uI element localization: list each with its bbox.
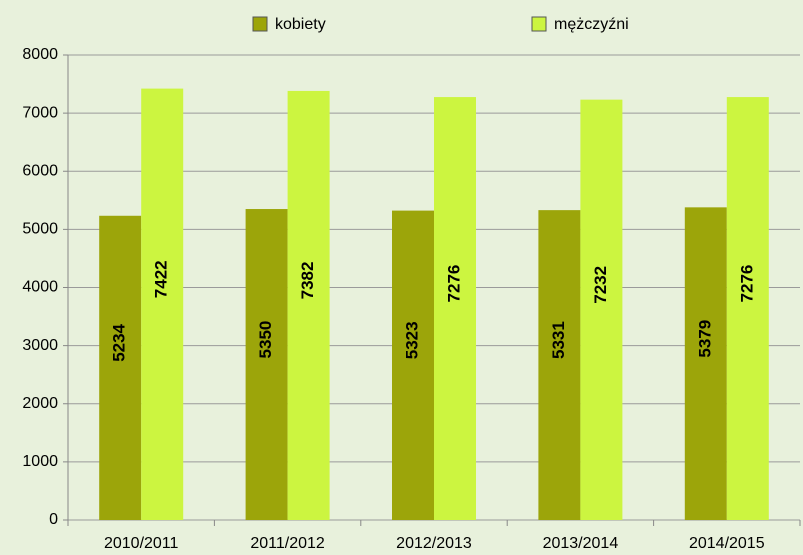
value-label: 7382: [298, 262, 317, 300]
x-tick-label: 2011/2012: [250, 535, 325, 552]
value-label: 5323: [402, 321, 421, 359]
value-label: 5350: [256, 321, 275, 359]
value-label: 7276: [737, 265, 756, 303]
x-tick-label: 2012/2013: [396, 535, 472, 552]
bar: [538, 210, 581, 520]
bar: [245, 209, 288, 520]
legend-swatch: [252, 16, 268, 32]
y-tick-label: 7000: [22, 104, 58, 121]
bar: [580, 99, 623, 520]
legend-label: kobiety: [275, 16, 326, 33]
bar: [726, 97, 769, 521]
bar: [287, 90, 330, 520]
x-tick-label: 2013/2014: [543, 535, 619, 552]
value-label: 5234: [110, 323, 129, 361]
y-tick-label: 2000: [22, 395, 58, 412]
legend-swatch: [531, 16, 547, 32]
y-tick-label: 1000: [22, 453, 58, 470]
legend-label: mężczyźni: [554, 16, 629, 33]
value-label: 7232: [591, 266, 610, 304]
y-tick-label: 8000: [22, 46, 58, 63]
bar: [141, 88, 184, 520]
value-label: 5379: [695, 320, 714, 358]
bar: [392, 210, 434, 520]
bar: [684, 207, 727, 520]
x-tick-label: 2010/2011: [104, 535, 179, 552]
y-tick-label: 4000: [22, 279, 58, 296]
y-tick-label: 6000: [22, 162, 58, 179]
bar: [434, 97, 476, 521]
value-label: 7422: [152, 260, 171, 298]
value-label: 5331: [549, 321, 568, 359]
y-tick-label: 5000: [22, 221, 58, 238]
y-tick-label: 0: [49, 511, 58, 528]
bar: [99, 215, 142, 520]
x-tick-label: 2014/2015: [689, 535, 765, 552]
y-tick-label: 3000: [22, 337, 58, 354]
value-label: 7276: [444, 265, 463, 303]
